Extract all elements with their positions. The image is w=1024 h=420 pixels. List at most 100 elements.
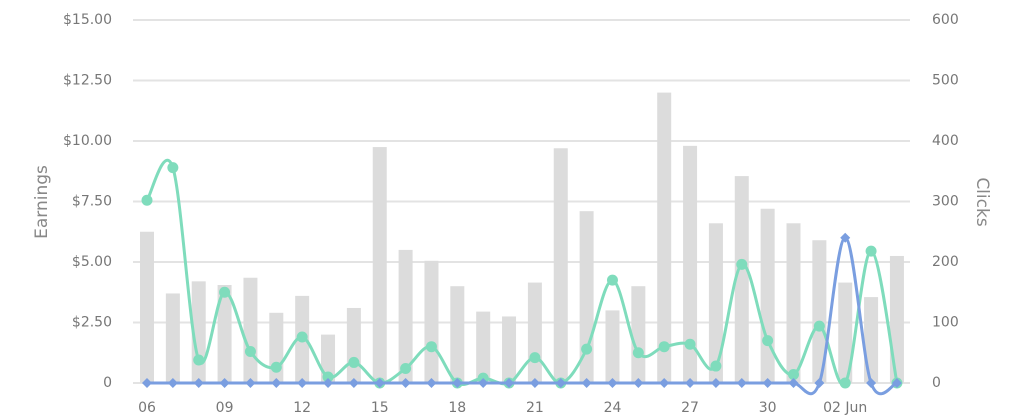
- marker: [581, 343, 593, 355]
- bar: [450, 286, 465, 383]
- bar: [424, 260, 439, 383]
- y-tick-label: $5.00: [72, 254, 112, 270]
- bar: [760, 208, 775, 383]
- y2-tick-label: 0: [932, 375, 941, 391]
- y2-tick-label: 200: [932, 254, 959, 270]
- marker: [219, 378, 230, 388]
- bar: [683, 145, 698, 383]
- bar: [346, 307, 361, 383]
- marker: [736, 258, 748, 270]
- bar: [708, 223, 723, 383]
- marker: [607, 378, 618, 388]
- marker: [581, 378, 592, 388]
- marker: [684, 338, 696, 350]
- bar: [786, 223, 801, 383]
- bar: [398, 249, 413, 383]
- marker: [296, 331, 308, 343]
- marker: [529, 352, 541, 364]
- marker: [400, 362, 412, 374]
- marker: [839, 377, 851, 389]
- marker: [193, 378, 204, 388]
- y-tick-label: $7.50: [72, 194, 112, 210]
- marker: [555, 378, 566, 388]
- marker: [141, 194, 153, 206]
- marker: [685, 378, 696, 388]
- bar: [657, 92, 672, 383]
- marker: [400, 378, 411, 388]
- bar: [527, 282, 542, 383]
- x-tick-label: 09: [216, 400, 234, 416]
- bar: [734, 176, 749, 383]
- marker: [167, 162, 179, 174]
- marker: [426, 378, 437, 388]
- marker: [297, 378, 308, 388]
- marker: [891, 378, 902, 388]
- marker: [788, 378, 799, 388]
- marker: [425, 341, 437, 353]
- marker: [322, 371, 334, 383]
- marker: [762, 335, 774, 347]
- marker: [244, 346, 256, 358]
- marker: [813, 320, 825, 332]
- marker: [270, 361, 282, 373]
- marker: [762, 378, 773, 388]
- x-tick-label: 30: [759, 400, 777, 416]
- marker: [142, 378, 152, 388]
- bar: [217, 284, 232, 383]
- marker: [348, 356, 360, 368]
- marker: [632, 347, 644, 359]
- bar: [140, 231, 154, 383]
- marker: [478, 378, 489, 388]
- y-tick-label: $10.00: [63, 133, 112, 149]
- marker: [323, 378, 334, 388]
- bar: [631, 286, 646, 383]
- bar: [864, 297, 879, 383]
- marker: [840, 232, 851, 243]
- y2-tick-label: 600: [932, 12, 959, 28]
- marker: [245, 378, 256, 388]
- bar: [605, 310, 620, 383]
- marker: [658, 341, 670, 353]
- marker: [606, 274, 618, 286]
- bar: [502, 316, 517, 383]
- marker: [529, 378, 540, 388]
- marker: [736, 378, 747, 388]
- marker: [167, 378, 178, 388]
- bar: [553, 148, 568, 383]
- x-tick-label: 24: [604, 400, 622, 416]
- marker: [374, 378, 385, 388]
- bar: [812, 240, 827, 383]
- y2-tick-label: 500: [932, 73, 959, 89]
- line: [145, 158, 899, 386]
- x-tick-label: 12: [293, 400, 311, 416]
- x-tick-label: 15: [371, 400, 389, 416]
- marker: [219, 286, 231, 298]
- marker: [710, 360, 722, 372]
- marker: [865, 245, 877, 257]
- x-tick-label: 02 Jun: [823, 400, 867, 416]
- marker: [504, 378, 515, 388]
- y2-tick-label: 400: [932, 133, 959, 149]
- y2-tick-label: 300: [932, 194, 959, 210]
- marker: [788, 369, 799, 381]
- bar: [243, 277, 258, 383]
- marker: [814, 378, 825, 388]
- y-tick-label: $12.50: [63, 73, 112, 89]
- y-tick-label: $15.00: [63, 12, 112, 28]
- marker: [452, 378, 463, 388]
- y2-tick-label: 100: [932, 315, 959, 331]
- marker: [659, 378, 670, 388]
- marker: [271, 378, 282, 388]
- y-tick-label: 0: [103, 375, 112, 391]
- y2-axis-title: Clicks: [972, 177, 992, 227]
- marker: [866, 378, 877, 388]
- bar: [372, 147, 387, 383]
- bar: [165, 293, 180, 383]
- bar: [476, 311, 491, 383]
- bar: [838, 282, 853, 383]
- x-tick-label: 18: [448, 400, 466, 416]
- y-tick-label: $2.50: [72, 315, 112, 331]
- x-tick-label: 06: [138, 400, 156, 416]
- marker: [193, 354, 205, 366]
